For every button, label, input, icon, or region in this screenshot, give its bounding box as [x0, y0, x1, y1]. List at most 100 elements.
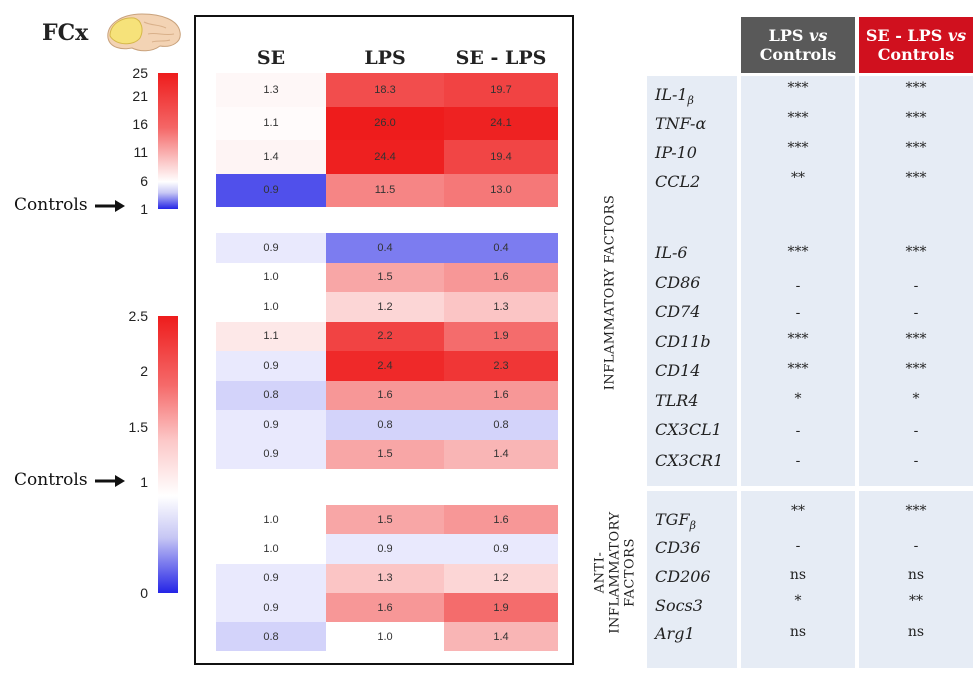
- header-se-lps-pre: SE - LPS: [865, 26, 948, 45]
- heatmap-cell: 1.9: [444, 592, 558, 623]
- heatmap-cell: 1.4: [444, 622, 558, 652]
- header-se-lps-vs: vs: [947, 26, 967, 45]
- gene-name: CD36: [655, 538, 701, 557]
- heatmap-cell: 2.4: [326, 351, 444, 381]
- arrow-right-icon: [95, 200, 125, 212]
- significance-mark: ***: [905, 244, 927, 260]
- heatmap-cell: 1.6: [444, 262, 558, 292]
- heatmap-cell: 1.1: [216, 321, 326, 351]
- gene-name: CD74: [655, 302, 701, 321]
- controls-label-top: Controls: [14, 195, 88, 215]
- heatmap-cell: 1.2: [444, 563, 558, 593]
- significance-mark: -: [913, 423, 919, 439]
- table-background-col2: [859, 76, 973, 668]
- heatmap-cell: 1.3: [444, 292, 558, 322]
- significance-mark: -: [913, 538, 919, 554]
- significance-mark: ***: [787, 110, 809, 126]
- significance-mark: **: [791, 503, 805, 519]
- significance-mark: *: [794, 593, 802, 609]
- heatmap-cell: 0.8: [444, 410, 558, 440]
- anti-label-line-2: INFLAMMATORY: [607, 511, 623, 634]
- heatmap-cell: 0.9: [444, 534, 558, 564]
- heatmap-cell: 1.6: [326, 380, 444, 410]
- heatmap-cell: 1.5: [326, 439, 444, 469]
- significance-mark: ***: [905, 140, 927, 156]
- heatmap-cell: 0.8: [326, 410, 444, 440]
- heatmap-cell: 0.9: [216, 439, 326, 469]
- gene-name: Arg1: [655, 624, 695, 643]
- significance-mark: ***: [905, 170, 927, 186]
- heatmap-cell: 0.9: [326, 534, 444, 564]
- significance-mark: ***: [787, 361, 809, 377]
- colorbar-top: [158, 73, 178, 209]
- significance-mark: *: [794, 391, 802, 407]
- heatmap-cell: 19.7: [444, 73, 558, 107]
- colorbar-tick-label: 6: [140, 172, 148, 189]
- significance-mark: ns: [907, 624, 925, 640]
- anti-inflammatory-factors-label: ANTI- INFLAMMATORY FACTORS: [593, 493, 638, 653]
- significance-mark: ***: [787, 244, 809, 260]
- gene-name: TNF-α: [655, 114, 707, 133]
- significance-mark: ns: [789, 624, 807, 640]
- gene-name: CX3CL1: [655, 420, 722, 439]
- heatmap-cell: 2.3: [444, 351, 558, 381]
- heatmap-cell: 0.8: [216, 380, 326, 410]
- colorbar-tick-label: 11: [133, 144, 148, 161]
- header-se-lps-post: Controls: [877, 45, 955, 64]
- significance-mark: -: [795, 278, 801, 294]
- colorbar-bottom: [158, 316, 178, 593]
- significance-mark: ***: [787, 140, 809, 156]
- gene-name: IL-6: [655, 243, 688, 262]
- heatmap-cell: 0.9: [216, 233, 326, 263]
- significance-mark: -: [795, 453, 801, 469]
- significance-mark: ***: [905, 503, 927, 519]
- significance-mark: ***: [787, 331, 809, 347]
- gene-name: IP-10: [655, 143, 697, 162]
- heatmap-cell: 11.5: [326, 173, 444, 207]
- header-lps-pre: LPS: [768, 26, 810, 45]
- heatmap-cell: 1.0: [216, 534, 326, 564]
- colorbar-tick-label: 2.5: [128, 308, 148, 324]
- heatmap-cell: 0.9: [216, 563, 326, 593]
- significance-mark: -: [795, 423, 801, 439]
- heatmap-cell: 1.4: [444, 439, 558, 469]
- significance-mark: ns: [789, 567, 807, 583]
- heatmap-cell: 1.0: [326, 622, 444, 652]
- heatmap-cell: 0.9: [216, 351, 326, 381]
- column-header-lps: LPS: [364, 47, 406, 69]
- column-header-se-lps: SE - LPS: [455, 47, 547, 69]
- significance-mark: ns: [907, 567, 925, 583]
- table-background-col1: [741, 76, 855, 668]
- significance-mark: -: [913, 278, 919, 294]
- heatmap-cell: 19.4: [444, 140, 558, 174]
- heatmap-cell: 1.0: [216, 292, 326, 322]
- gene-name: TGFβ: [655, 510, 696, 533]
- heatmap-cell: 26.0: [326, 106, 444, 140]
- table-background-left: [647, 76, 737, 668]
- heatmap-cell: 1.9: [444, 321, 558, 351]
- controls-label-bottom: Controls: [14, 470, 88, 490]
- gene-name: CD11b: [655, 332, 711, 351]
- heatmap-cell: 1.1: [216, 106, 326, 140]
- significance-mark: ***: [905, 331, 927, 347]
- brain-icon: [107, 13, 181, 52]
- column-header-se: SE: [256, 47, 286, 69]
- header-lps-post: Controls: [759, 45, 837, 64]
- colorbar-tick-label: 1: [140, 474, 148, 491]
- inflammatory-factors-label: INFLAMMATORY FACTORS: [602, 194, 618, 391]
- heatmap-cell: 0.9: [216, 592, 326, 623]
- significance-mark: -: [913, 453, 919, 469]
- significance-mark: ***: [787, 80, 809, 96]
- heatmap-cell: 1.5: [326, 262, 444, 292]
- colorbar-tick-label: 1: [140, 201, 148, 217]
- significance-mark: **: [909, 593, 923, 609]
- gene-name: Socs3: [655, 596, 703, 615]
- heatmap-cell: 24.1: [444, 106, 558, 140]
- heatmap-cell: 0.4: [326, 233, 444, 263]
- colorbar-tick-label: 16: [132, 116, 148, 132]
- heatmap-cell: 1.0: [216, 505, 326, 535]
- significance-mark: ***: [905, 80, 927, 96]
- arrow-right-icon: [95, 475, 125, 487]
- heatmap-cell: 1.3: [216, 73, 326, 107]
- gene-subscript: β: [687, 94, 694, 108]
